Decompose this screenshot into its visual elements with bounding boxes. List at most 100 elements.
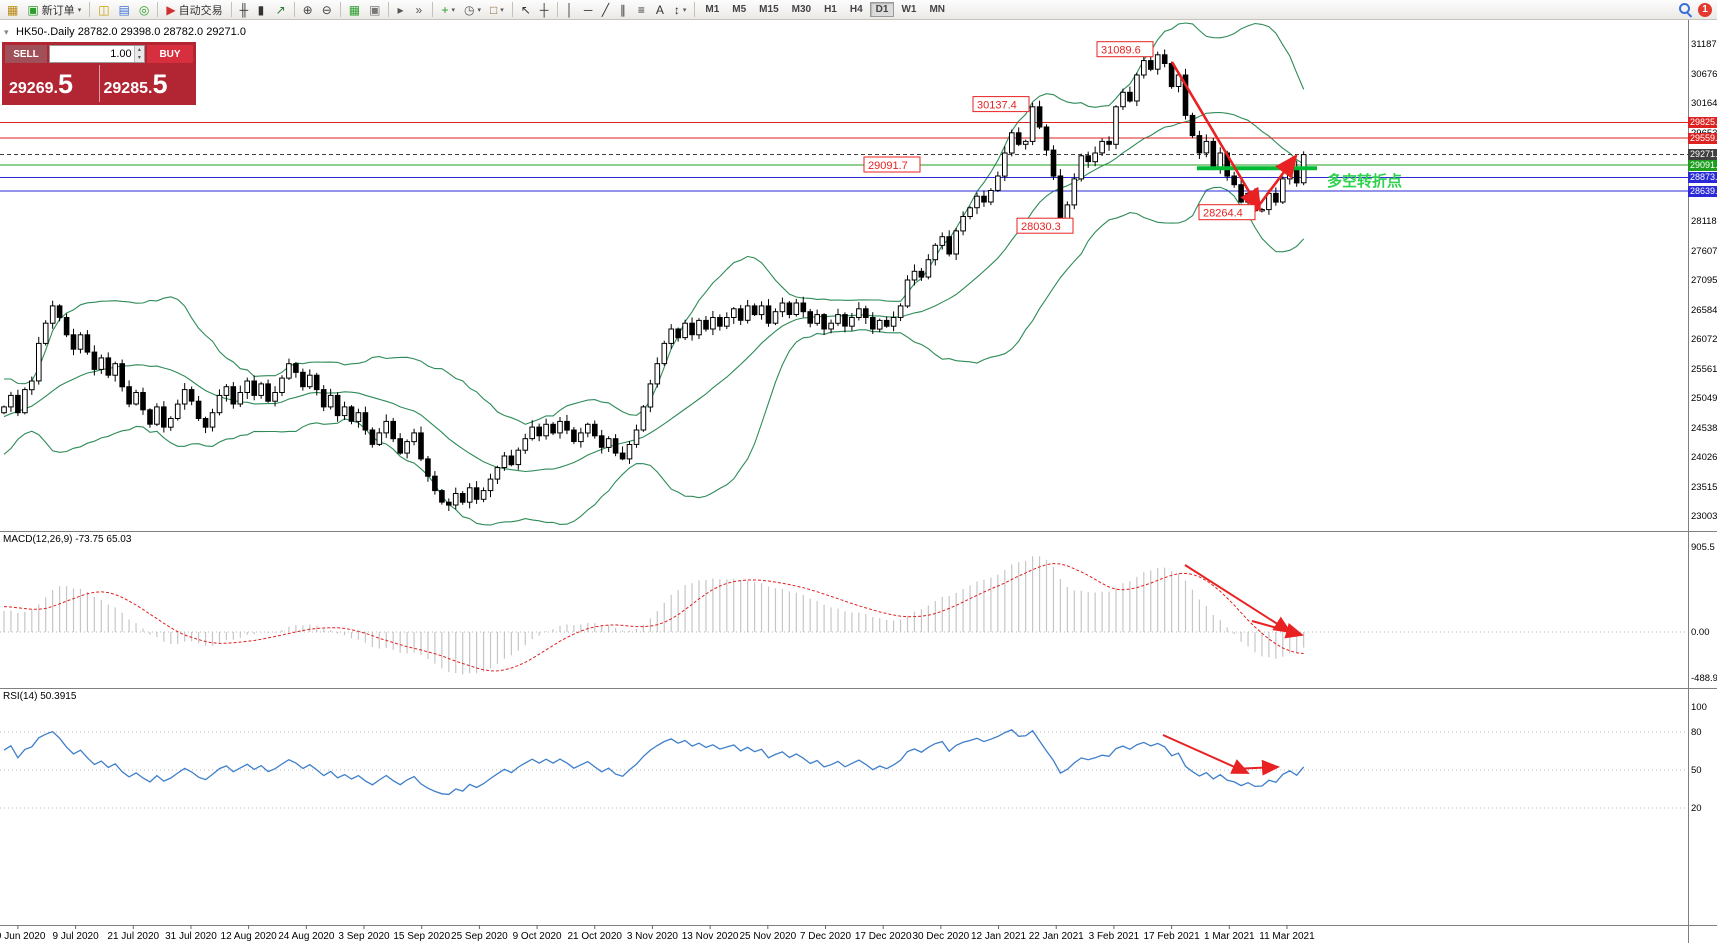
rsi-tick: 80 xyxy=(1691,727,1702,739)
horizontal-line-button[interactable]: ─ xyxy=(580,1,597,18)
bar-chart-button[interactable]: ╫ xyxy=(236,1,253,18)
zoom-out-icon: ⊖ xyxy=(321,2,332,17)
zoom-in-icon: ⊕ xyxy=(302,2,313,17)
timeframe-w1[interactable]: W1 xyxy=(895,2,922,17)
buy-price-big-digit: 5 xyxy=(152,69,168,99)
time-axis-label: 15 Sep 2020 xyxy=(393,931,450,942)
templates-icon: □ xyxy=(490,2,498,17)
arrows-button[interactable]: ↕ ▾ xyxy=(670,1,691,18)
toolbar-separator xyxy=(293,2,295,17)
vertical-line-button[interactable]: │ xyxy=(562,1,579,18)
chart-shift-icon: » xyxy=(415,2,423,17)
buy-price[interactable]: 29285.5 xyxy=(98,65,194,102)
macd-signal-line xyxy=(3,562,1304,672)
text-icon: A xyxy=(655,2,664,17)
chart-canvas[interactable]: 29 Jun 2020 9 Jul 2020 21 Jul 2020 31 Jul 2… xyxy=(0,20,1717,943)
periods-button[interactable]: ◷ ▾ xyxy=(460,1,485,18)
timeframe-m15[interactable]: M15 xyxy=(753,2,784,17)
sell-button[interactable]: SELL xyxy=(5,45,47,63)
crosshair-button[interactable]: ┼ xyxy=(536,1,553,18)
price-callout[interactable]: 28264.4 xyxy=(1203,208,1243,220)
time-axis-label: 3 Nov 2020 xyxy=(627,931,679,942)
trade-panel-collapse-icon[interactable]: ▾ xyxy=(4,27,9,37)
time-axis[interactable]: 29 Jun 2020 9 Jul 2020 21 Jul 2020 31 Jul 2… xyxy=(0,925,1315,942)
volume-input[interactable] xyxy=(50,46,134,62)
timeframe-h1[interactable]: H1 xyxy=(818,2,843,17)
rsi-line xyxy=(3,729,1305,796)
market-watch-button[interactable]: ◫ xyxy=(94,1,113,18)
timeframe-h4[interactable]: H4 xyxy=(844,2,869,17)
auto-scroll-button[interactable]: ▸ xyxy=(393,1,410,18)
toolbar-separator xyxy=(556,2,558,17)
new-order-button-label: 新订单 xyxy=(41,4,75,17)
channel-button[interactable]: ∥ xyxy=(616,1,633,18)
candlestick-chart-button[interactable]: ▮ xyxy=(254,1,271,18)
toolbar-separator xyxy=(694,2,696,17)
cursor-icon: ↖ xyxy=(520,2,531,17)
zoom-out-button[interactable]: ⊖ xyxy=(318,1,336,18)
rsi-tick: 100 xyxy=(1691,702,1707,713)
price-tick: 27095.5 xyxy=(1691,275,1717,287)
price-callouts[interactable]: 31089.6 30137.4 29091.7 28030.3 28264.4 xyxy=(863,41,1256,234)
time-axis-label: 3 Feb 2021 xyxy=(1089,931,1140,942)
time-axis-label: 24 Aug 2020 xyxy=(278,931,335,942)
line-chart-button[interactable]: ↗ xyxy=(272,1,290,18)
buy-button[interactable]: BUY xyxy=(147,45,193,63)
toolbar-separator xyxy=(230,2,232,17)
search-icon-circle xyxy=(1679,3,1690,14)
trade-panel-controls: SELL ▴ ▾ BUY xyxy=(5,45,193,63)
chart-shift-button[interactable]: » xyxy=(411,1,428,18)
timeframe-m30[interactable]: M30 xyxy=(786,2,817,17)
rsi-levels xyxy=(0,731,1688,809)
price-tick: 27607.0 xyxy=(1691,245,1717,257)
volume-decrease-button[interactable]: ▾ xyxy=(134,54,144,62)
time-axis-label: 12 Aug 2020 xyxy=(221,931,278,942)
time-axis-label: 9 Jul 2020 xyxy=(53,931,100,942)
profiles-button[interactable]: ▤ xyxy=(115,1,134,18)
refresh-icon: ◎ xyxy=(138,2,150,17)
time-axis-label: 22 Jan 2021 xyxy=(1029,931,1084,942)
time-axis-label: 17 Dec 2020 xyxy=(855,931,912,942)
text-button[interactable]: A xyxy=(652,1,669,18)
time-axis-label: 25 Nov 2020 xyxy=(739,931,796,942)
notification-badge[interactable]: 1 xyxy=(1698,2,1712,17)
toolbar-separator xyxy=(339,2,341,17)
trend-arrows[interactable] xyxy=(1162,61,1304,776)
autotrading-button[interactable]: ▶ 自动交易 xyxy=(162,1,226,18)
turning-point-annotation[interactable]: 多空转折点 xyxy=(1327,173,1403,190)
market-watch-icon: ◫ xyxy=(98,2,110,17)
timeframe-d1[interactable]: D1 xyxy=(869,2,895,17)
volume-increase-button[interactable]: ▴ xyxy=(134,46,144,54)
templates-button[interactable]: □ ▾ xyxy=(486,1,508,18)
indicators-icon: + xyxy=(441,2,449,17)
refresh-button[interactable]: ◎ xyxy=(135,1,153,18)
price-callout[interactable]: 28030.3 xyxy=(1021,221,1061,233)
horizontal-line-icon: ─ xyxy=(583,2,593,17)
timeframe-mn[interactable]: MN xyxy=(923,2,951,17)
timeframe-m5[interactable]: M5 xyxy=(726,2,752,17)
chart-title: HK50-.Daily 28782.0 29398.0 28782.0 2927… xyxy=(16,26,246,38)
grid-button[interactable]: ▦ xyxy=(345,1,364,18)
search-icon[interactable] xyxy=(1678,2,1693,18)
horizontal-lines[interactable] xyxy=(0,122,1688,192)
trendline-button[interactable]: ╱ xyxy=(598,1,615,18)
price-callout[interactable]: 31089.6 xyxy=(1101,45,1141,57)
new-order-button[interactable]: ▣ 新订单 ▾ xyxy=(23,1,85,18)
price-callout[interactable]: 29091.7 xyxy=(868,160,908,172)
price-callout[interactable]: 30137.4 xyxy=(977,100,1017,112)
indicators-button[interactable]: + ▾ xyxy=(437,1,459,18)
price-scale[interactable]: 31187.530676.030164.529653.029141.528630… xyxy=(1688,20,1717,943)
cursor-button[interactable]: ↖ xyxy=(517,1,535,18)
fibonacci-button[interactable]: ≡ xyxy=(634,1,651,18)
tile-windows-icon: ▣ xyxy=(369,2,381,17)
timeframe-m1[interactable]: M1 xyxy=(699,2,725,17)
tile-windows-button[interactable]: ▣ xyxy=(365,1,384,18)
new-order-icon: ▣ xyxy=(27,2,39,17)
sell-price[interactable]: 29269.5 xyxy=(5,65,99,102)
time-axis-label: 1 Mar 2021 xyxy=(1204,931,1255,942)
zoom-in-button[interactable]: ⊕ xyxy=(299,1,317,18)
price-tick: 28118.5 xyxy=(1691,216,1717,228)
new-chart-button[interactable]: ▦ xyxy=(3,1,22,18)
macd-label: MACD(12,26,9) -73.75 65.03 xyxy=(3,534,132,545)
pane-separators[interactable] xyxy=(0,20,1717,943)
